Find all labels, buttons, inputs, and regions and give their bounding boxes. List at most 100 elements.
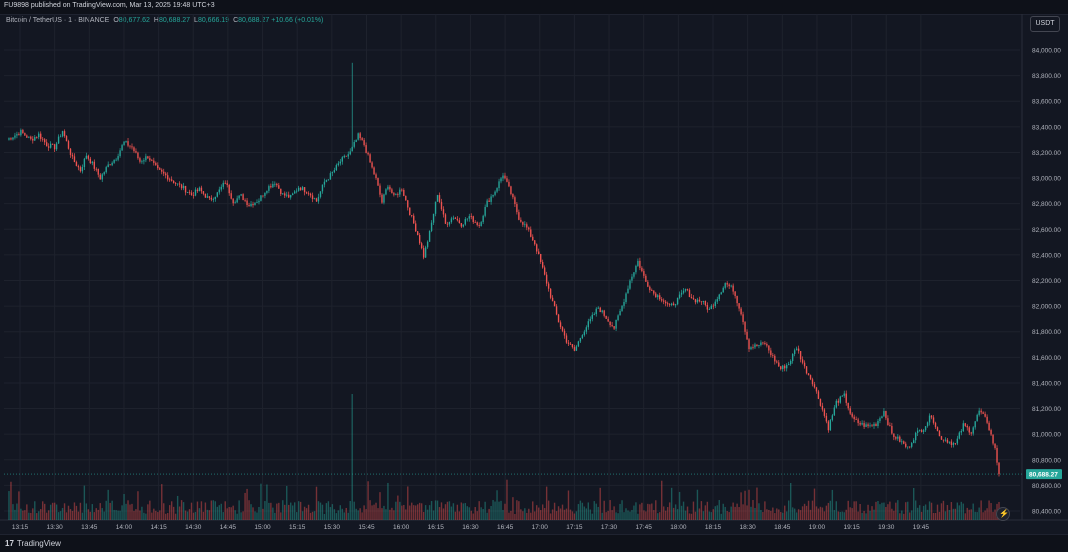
candle-body [827, 421, 830, 431]
candle-body [149, 158, 151, 161]
candle-body [67, 141, 70, 149]
candle-body [8, 138, 10, 140]
candle-body [595, 308, 597, 315]
candle-body [32, 138, 34, 141]
volume-bar [325, 503, 328, 520]
x-tick-label: 18:30 [740, 524, 757, 531]
candle-body [184, 185, 187, 193]
brand-name: TradingView [16, 539, 61, 548]
volume-bar [149, 500, 151, 520]
volume-bar [226, 508, 228, 520]
volume-bar [170, 501, 173, 520]
candle-body [718, 294, 720, 300]
candle-body [256, 202, 258, 204]
volume-bar [948, 509, 951, 520]
tradingview-logo[interactable]: 17 TradingView [5, 539, 61, 548]
y-tick-label: 81,400.00 [1032, 380, 1061, 387]
price-chart[interactable]: 84,000.00 83,800.00 83,600.00 83,400.00 83,2… [0, 14, 1068, 534]
candle-body [389, 186, 391, 190]
candle-body [280, 188, 282, 195]
volume-bar [623, 512, 625, 520]
candle-body [202, 191, 205, 194]
volume-bar [859, 503, 861, 520]
volume-bar [8, 491, 10, 520]
volume-bar [504, 503, 506, 520]
volume-bar [712, 509, 714, 520]
candle-body [948, 441, 951, 443]
y-tick-label: 83,000.00 [1032, 176, 1061, 183]
volume-bar [984, 510, 986, 520]
candle-body [38, 133, 40, 138]
candle-body [442, 209, 445, 215]
high-value: 80,688.27 [158, 17, 191, 24]
candle-body [476, 222, 478, 226]
volume-bar [40, 509, 42, 520]
candle-body [182, 185, 185, 189]
candle-body [107, 164, 109, 168]
x-tick-label: 18:45 [774, 524, 791, 531]
volume-bar [303, 506, 306, 520]
volume-bar [248, 500, 250, 520]
candle-body [631, 276, 633, 281]
volume-bar [278, 502, 280, 520]
volume-bar [206, 509, 209, 520]
volume-bar [518, 501, 520, 520]
volume-bar [557, 506, 560, 520]
candle-body [486, 200, 488, 207]
candle-body [938, 430, 941, 437]
volume-bar [12, 504, 14, 520]
candle-body [424, 247, 427, 258]
volume-bar [653, 510, 655, 520]
candle-body [881, 416, 883, 419]
volume-bar [208, 510, 211, 520]
candle-body [464, 219, 466, 225]
candle-body [645, 275, 647, 282]
candle-body [996, 448, 998, 463]
volume-bar [641, 502, 643, 520]
candle-body [413, 215, 415, 224]
volume-bar [47, 510, 50, 520]
candle-body [216, 192, 218, 197]
volume-bar [157, 512, 159, 520]
go-to-realtime-button[interactable]: ⚡ [996, 507, 1010, 521]
x-tick-label: 15:30 [324, 524, 341, 531]
volume-bar [565, 508, 568, 520]
volume-bar [16, 503, 18, 520]
candle-body [399, 189, 401, 195]
candle-body [232, 198, 234, 204]
candle-body [460, 223, 463, 227]
candle-body [692, 298, 695, 300]
currency-button[interactable]: USDT [1030, 16, 1060, 32]
volume-bar [609, 500, 611, 520]
volume-bar [730, 506, 732, 520]
candle-body [438, 195, 441, 202]
volume-bar [843, 512, 845, 520]
volume-bar [232, 505, 234, 520]
volume-bar [452, 503, 455, 520]
candle-body [688, 289, 691, 298]
candle-body [151, 160, 153, 162]
candle-body [738, 303, 740, 309]
volume-bar [59, 511, 62, 520]
candle-body [545, 274, 548, 284]
candle-body [444, 214, 447, 224]
volume-bar [345, 507, 347, 520]
candle-body [772, 355, 774, 356]
volume-bar [789, 482, 792, 520]
candle-body [853, 416, 855, 420]
candle-body [295, 190, 298, 192]
y-tick-label: 81,800.00 [1032, 329, 1061, 336]
candle-body [875, 423, 877, 427]
volume-bar [647, 503, 649, 520]
candle-body [520, 219, 522, 222]
symbol-title[interactable]: Bitcoin / TetherUS · 1 · BINANCE [6, 17, 110, 24]
candle-body [978, 410, 980, 415]
volume-bar [581, 502, 584, 520]
volume-bar [889, 501, 891, 520]
volume-bar [430, 501, 433, 520]
candle-body [847, 402, 849, 409]
candle-body [301, 187, 304, 191]
volume-bar [631, 509, 633, 520]
candle-body [204, 193, 207, 198]
candle-body [801, 359, 804, 363]
